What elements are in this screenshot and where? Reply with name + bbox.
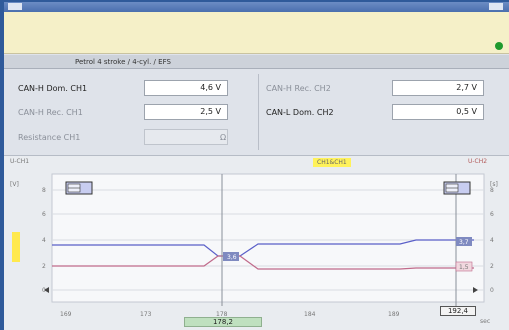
y-tick-right-2: 2: [490, 263, 494, 270]
ch2-dom-value: 0,5 V: [392, 104, 484, 120]
y-tick-right-6: 6: [490, 211, 494, 218]
can-h-trace: [52, 239, 474, 257]
x-tick-189: 189: [388, 311, 400, 318]
y-tick-6: 6: [42, 211, 46, 218]
y-tick-right-8: 8: [490, 187, 494, 194]
panel-divider: [258, 74, 259, 150]
ch2-channel-button[interactable]: [443, 181, 471, 195]
title-bar: [4, 2, 509, 12]
resistance-label: Resistance CH1: [18, 133, 81, 142]
ch1-dom-value: 4,6 V: [144, 80, 228, 96]
voltage-axis-tag: [12, 232, 20, 262]
x-tick-173: 173: [140, 311, 152, 318]
status-led-icon: [495, 42, 503, 50]
cursor-channel-tag: CH1&CH1: [313, 158, 351, 167]
y-ticks-left: 8 6 4 2 0: [42, 187, 46, 294]
ch2-axis-label: U-CH2: [468, 158, 488, 165]
end-time-value[interactable]: 192,4: [440, 306, 476, 316]
x-ticks: 169 173 178 184 189: [60, 311, 400, 318]
ohm-unit: Ω: [220, 133, 227, 142]
vehicle-header: Petrol 4 stroke / 4-cyl. / EFS: [4, 55, 509, 69]
ch1-end-marker-text: 3,7: [459, 239, 469, 246]
title-bar-left-control[interactable]: [8, 3, 22, 10]
y-tick-right-0: 0: [490, 287, 494, 294]
oscilloscope-area[interactable]: 3,6 3,7 1,5 8 6 4 2 0 8 6 4 2 0: [4, 155, 509, 330]
left-unit: [V]: [10, 181, 19, 188]
right-unit: [s]: [490, 181, 498, 188]
cursor-marker: [223, 252, 239, 261]
measurement-panel: CAN-H Dom. CH1 4,6 V CAN-H Rec. CH1 2,5 …: [4, 70, 509, 154]
ch1-end-marker: [456, 237, 472, 246]
ch1-zero-arrow-icon[interactable]: [44, 287, 49, 293]
cursor-marker-text: 3,6: [227, 254, 237, 261]
ch1-rec-value: 2,5 V: [144, 104, 228, 120]
ch2-dom-label: CAN-L Dom. CH2: [266, 108, 334, 117]
ch2-end-marker-text: 1,5: [459, 264, 469, 271]
ch2-rec-label: CAN-H Rec. CH2: [266, 84, 331, 93]
ch2-zero-arrow-icon[interactable]: [473, 287, 478, 293]
ch2-rec-value: 2,7 V: [392, 80, 484, 96]
y-tick-2: 2: [42, 263, 46, 270]
can-l-trace: [52, 255, 474, 270]
y-tick-0: 0: [42, 287, 46, 294]
ch1-dom-label: CAN-H Dom. CH1: [18, 84, 88, 93]
info-area: [4, 12, 509, 54]
cursor-time-value[interactable]: 178,2: [184, 317, 262, 327]
ch1-axis-label: U-CH1: [10, 158, 30, 165]
y-ticks-right: 8 6 4 2 0: [490, 187, 494, 294]
ch1-rec-label: CAN-H Rec. CH1: [18, 108, 83, 117]
x-tick-178: 178: [216, 311, 228, 318]
resistance-value: [144, 129, 228, 145]
scope-svg: 3,6 3,7 1,5 8 6 4 2 0 8 6 4 2 0: [10, 173, 498, 318]
x-tick-184: 184: [304, 311, 316, 318]
app-window: Petrol 4 stroke / 4-cyl. / EFS CAN-H Dom…: [4, 2, 509, 330]
plot-frame: [51, 173, 485, 303]
ch2-end-marker: [455, 261, 473, 272]
y-tick-8: 8: [42, 187, 46, 194]
y-tick-4: 4: [42, 237, 46, 244]
time-unit: sec: [480, 318, 491, 325]
y-tick-right-4: 4: [490, 237, 494, 244]
title-bar-right-control[interactable]: [489, 3, 503, 10]
ch1-channel-button[interactable]: [65, 181, 93, 195]
x-tick-169: 169: [60, 311, 72, 318]
